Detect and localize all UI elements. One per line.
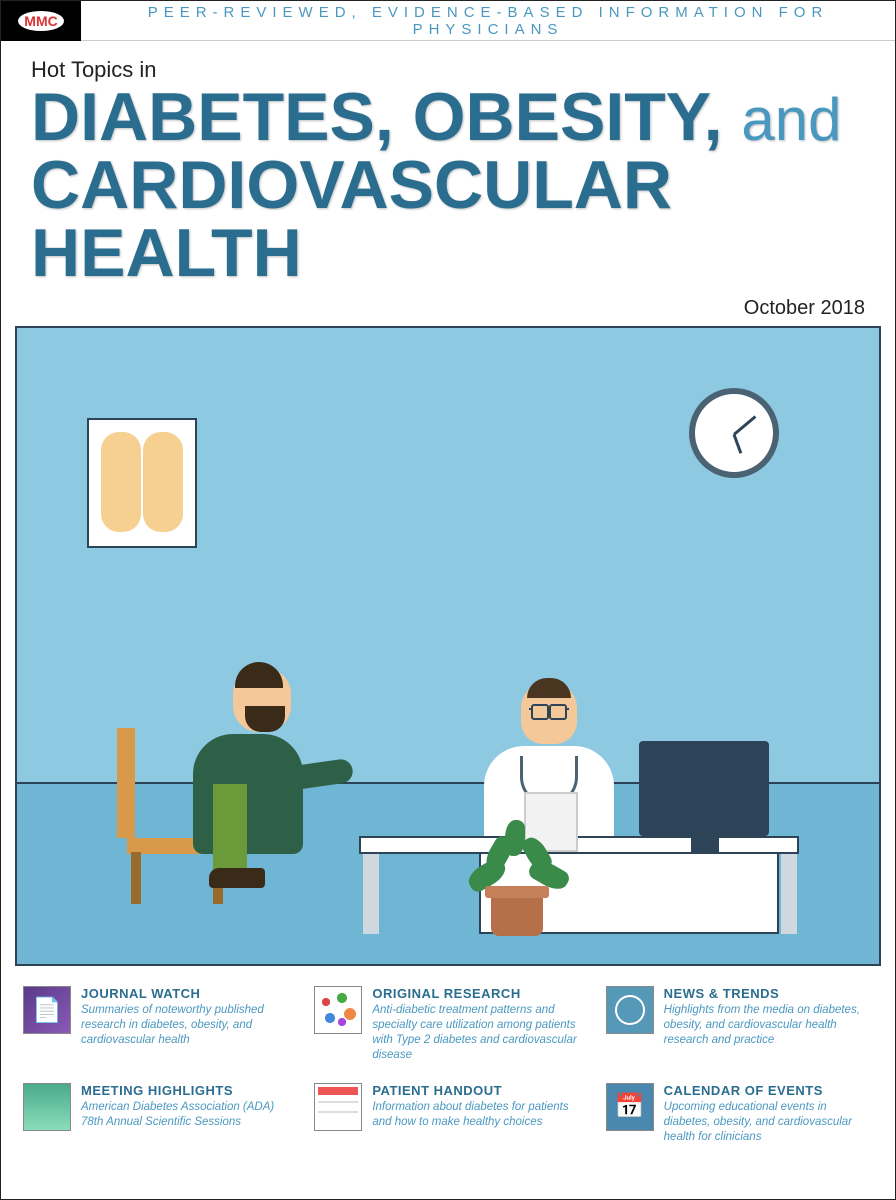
section-original-research: ORIGINAL RESEARCH Anti-diabetic treatmen… xyxy=(314,986,581,1063)
calendar-icon: 📅 xyxy=(606,1083,654,1131)
doctor-icon xyxy=(479,682,619,836)
wall-clock-icon xyxy=(689,388,779,478)
journal-icon: 📄 xyxy=(23,986,71,1034)
section-title: JOURNAL WATCH xyxy=(81,986,290,1001)
section-title: ORIGINAL RESEARCH xyxy=(372,986,581,1001)
issue-date: October 2018 xyxy=(1,295,895,326)
header-tagline: PEER-REVIEWED, EVIDENCE-BASED INFORMATIO… xyxy=(81,4,895,38)
section-desc: American Diabetes Association (ADA) 78th… xyxy=(81,1100,290,1130)
sections-grid: 📄 JOURNAL WATCH Summaries of noteworthy … xyxy=(1,966,895,1161)
title-line-2: CARDIOVASCULAR HEALTH xyxy=(31,147,672,291)
section-news-trends: NEWS & TRENDS Highlights from the media … xyxy=(606,986,873,1063)
title-block: Hot Topics in DIABETES, OBESITY, and CAR… xyxy=(1,41,895,295)
section-desc: Highlights from the media on diabetes, o… xyxy=(664,1003,873,1048)
section-title: CALENDAR OF EVENTS xyxy=(664,1083,873,1098)
publisher-logo: MMC xyxy=(1,1,81,41)
section-patient-handout: PATIENT HANDOUT Information about diabet… xyxy=(314,1083,581,1145)
section-calendar-events: 📅 CALENDAR OF EVENTS Upcoming educationa… xyxy=(606,1083,873,1145)
section-title: PATIENT HANDOUT xyxy=(372,1083,581,1098)
anatomy-poster-icon xyxy=(87,418,197,548)
desk-icon xyxy=(359,836,799,854)
cover-illustration xyxy=(15,326,881,966)
main-title: DIABETES, OBESITY, and CARDIOVASCULAR HE… xyxy=(31,83,865,287)
section-meeting-highlights: MEETING HIGHLIGHTS American Diabetes Ass… xyxy=(23,1083,290,1145)
research-icon xyxy=(314,986,362,1034)
desk-leg xyxy=(363,854,379,934)
section-desc: Upcoming educational events in diabetes,… xyxy=(664,1100,873,1145)
section-desc: Summaries of noteworthy published resear… xyxy=(81,1003,290,1048)
section-title: MEETING HIGHLIGHTS xyxy=(81,1083,290,1098)
title-and: and xyxy=(741,86,841,153)
plant-icon xyxy=(457,816,577,936)
news-icon xyxy=(606,986,654,1034)
section-desc: Anti-diabetic treatment patterns and spe… xyxy=(372,1003,581,1063)
meeting-icon xyxy=(23,1083,71,1131)
header-bar: MMC PEER-REVIEWED, EVIDENCE-BASED INFORM… xyxy=(1,1,895,41)
handout-icon xyxy=(314,1083,362,1131)
section-title: NEWS & TRENDS xyxy=(664,986,873,1001)
logo-text: MMC xyxy=(18,11,63,31)
magazine-cover: MMC PEER-REVIEWED, EVIDENCE-BASED INFORM… xyxy=(0,0,896,1200)
monitor-stand xyxy=(691,834,719,854)
monitor-icon xyxy=(639,741,769,836)
section-desc: Information about diabetes for patients … xyxy=(372,1100,581,1130)
patient-icon xyxy=(157,668,303,854)
section-journal-watch: 📄 JOURNAL WATCH Summaries of noteworthy … xyxy=(23,986,290,1063)
desk-leg xyxy=(781,854,797,934)
title-line-1a: DIABETES, OBESITY, xyxy=(31,79,722,155)
